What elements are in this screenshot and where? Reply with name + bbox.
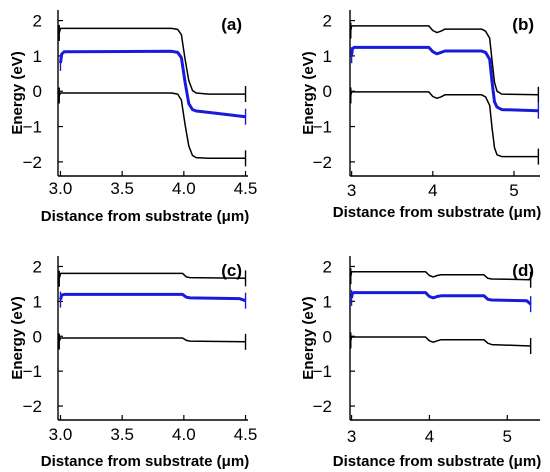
fermi-level-line — [59, 292, 246, 303]
fermi-level-line — [350, 45, 539, 113]
y-axis-title: Energy (eV) — [9, 296, 26, 379]
y-tick-label: −2 — [313, 153, 332, 172]
conduction-band-line — [350, 25, 539, 96]
panel-label: (a) — [221, 15, 242, 34]
y-tick-label: −2 — [23, 397, 42, 416]
x-axis-title: Distance from substrate (μm) — [41, 453, 249, 470]
y-tick-label: 0 — [323, 327, 332, 346]
x-tick-label: 3 — [347, 427, 356, 446]
valence-band-line — [350, 336, 531, 347]
panel-b: 2 1 0 −1 −2 3 4 5 Energy (eV) Distance from subst… — [300, 10, 541, 221]
y-tick-label: −2 — [23, 153, 42, 172]
y-tick-label: 0 — [323, 82, 332, 101]
conduction-band-line — [58, 272, 246, 280]
valence-band-line — [58, 92, 246, 160]
y-tick-label: 2 — [33, 257, 42, 276]
y-tick-label: 2 — [33, 12, 42, 31]
panel-c: 2 1 0 −1 −2 3.0 3.5 4.0 4.5 Energy (eV) Distance f… — [9, 256, 257, 470]
x-tick-label: 4.5 — [234, 179, 258, 198]
x-tick-label: 3.0 — [49, 179, 73, 198]
y-tick-label: 1 — [323, 47, 332, 66]
x-tick-label: 4.5 — [234, 425, 258, 444]
x-tick-label: 3.5 — [110, 179, 134, 198]
fermi-level-line — [350, 291, 532, 306]
y-tick-label: 0 — [33, 82, 42, 101]
x-tick-label: 4 — [425, 427, 434, 446]
x-tick-label: 5 — [503, 427, 512, 446]
y-tick-label: −1 — [313, 362, 332, 381]
y-tick-label: 2 — [323, 257, 332, 276]
x-tick-label: 3 — [347, 181, 356, 200]
y-tick-label: 0 — [33, 327, 42, 346]
panel-d: 2 1 0 −1 −2 3 4 5 Energy (eV) Distance from subst… — [300, 256, 541, 470]
panel-a: 2 1 0 −1 −2 3.0 3.5 4.0 4.5 Energy (eV) Distance f… — [9, 10, 257, 225]
panel-label: (c) — [221, 261, 242, 280]
x-tick-label: 4.0 — [172, 425, 196, 444]
conduction-band-line — [58, 27, 246, 95]
y-axis-title: Energy (eV) — [300, 296, 317, 379]
y-tick-label: −1 — [313, 118, 332, 137]
y-tick-label: −1 — [23, 118, 42, 137]
x-tick-label: 3.0 — [49, 425, 73, 444]
x-tick-label: 4.0 — [172, 179, 196, 198]
x-tick-label: 5 — [509, 181, 518, 200]
fermi-level-line — [59, 49, 246, 119]
panel-label: (b) — [512, 15, 534, 34]
y-tick-label: −2 — [313, 397, 332, 416]
panel-label: (d) — [512, 261, 534, 280]
x-tick-label: 4 — [428, 181, 437, 200]
conduction-band-line — [350, 270, 531, 281]
x-axis-title: Distance from substrate (μm) — [41, 208, 249, 225]
y-axis-title: Energy (eV) — [9, 51, 26, 134]
y-axis-title: Energy (eV) — [300, 51, 317, 134]
x-axis-title: Distance from substrate (μm) — [333, 453, 541, 470]
valence-band-line — [350, 91, 539, 158]
y-tick-label: 1 — [323, 292, 332, 311]
y-tick-label: 2 — [323, 12, 332, 31]
x-tick-label: 3.5 — [110, 425, 134, 444]
y-tick-label: −1 — [23, 362, 42, 381]
y-tick-label: 1 — [33, 47, 42, 66]
x-axis-title: Distance from substrate (μm) — [333, 204, 541, 221]
y-tick-label: 1 — [33, 292, 42, 311]
valence-band-line — [58, 337, 246, 343]
